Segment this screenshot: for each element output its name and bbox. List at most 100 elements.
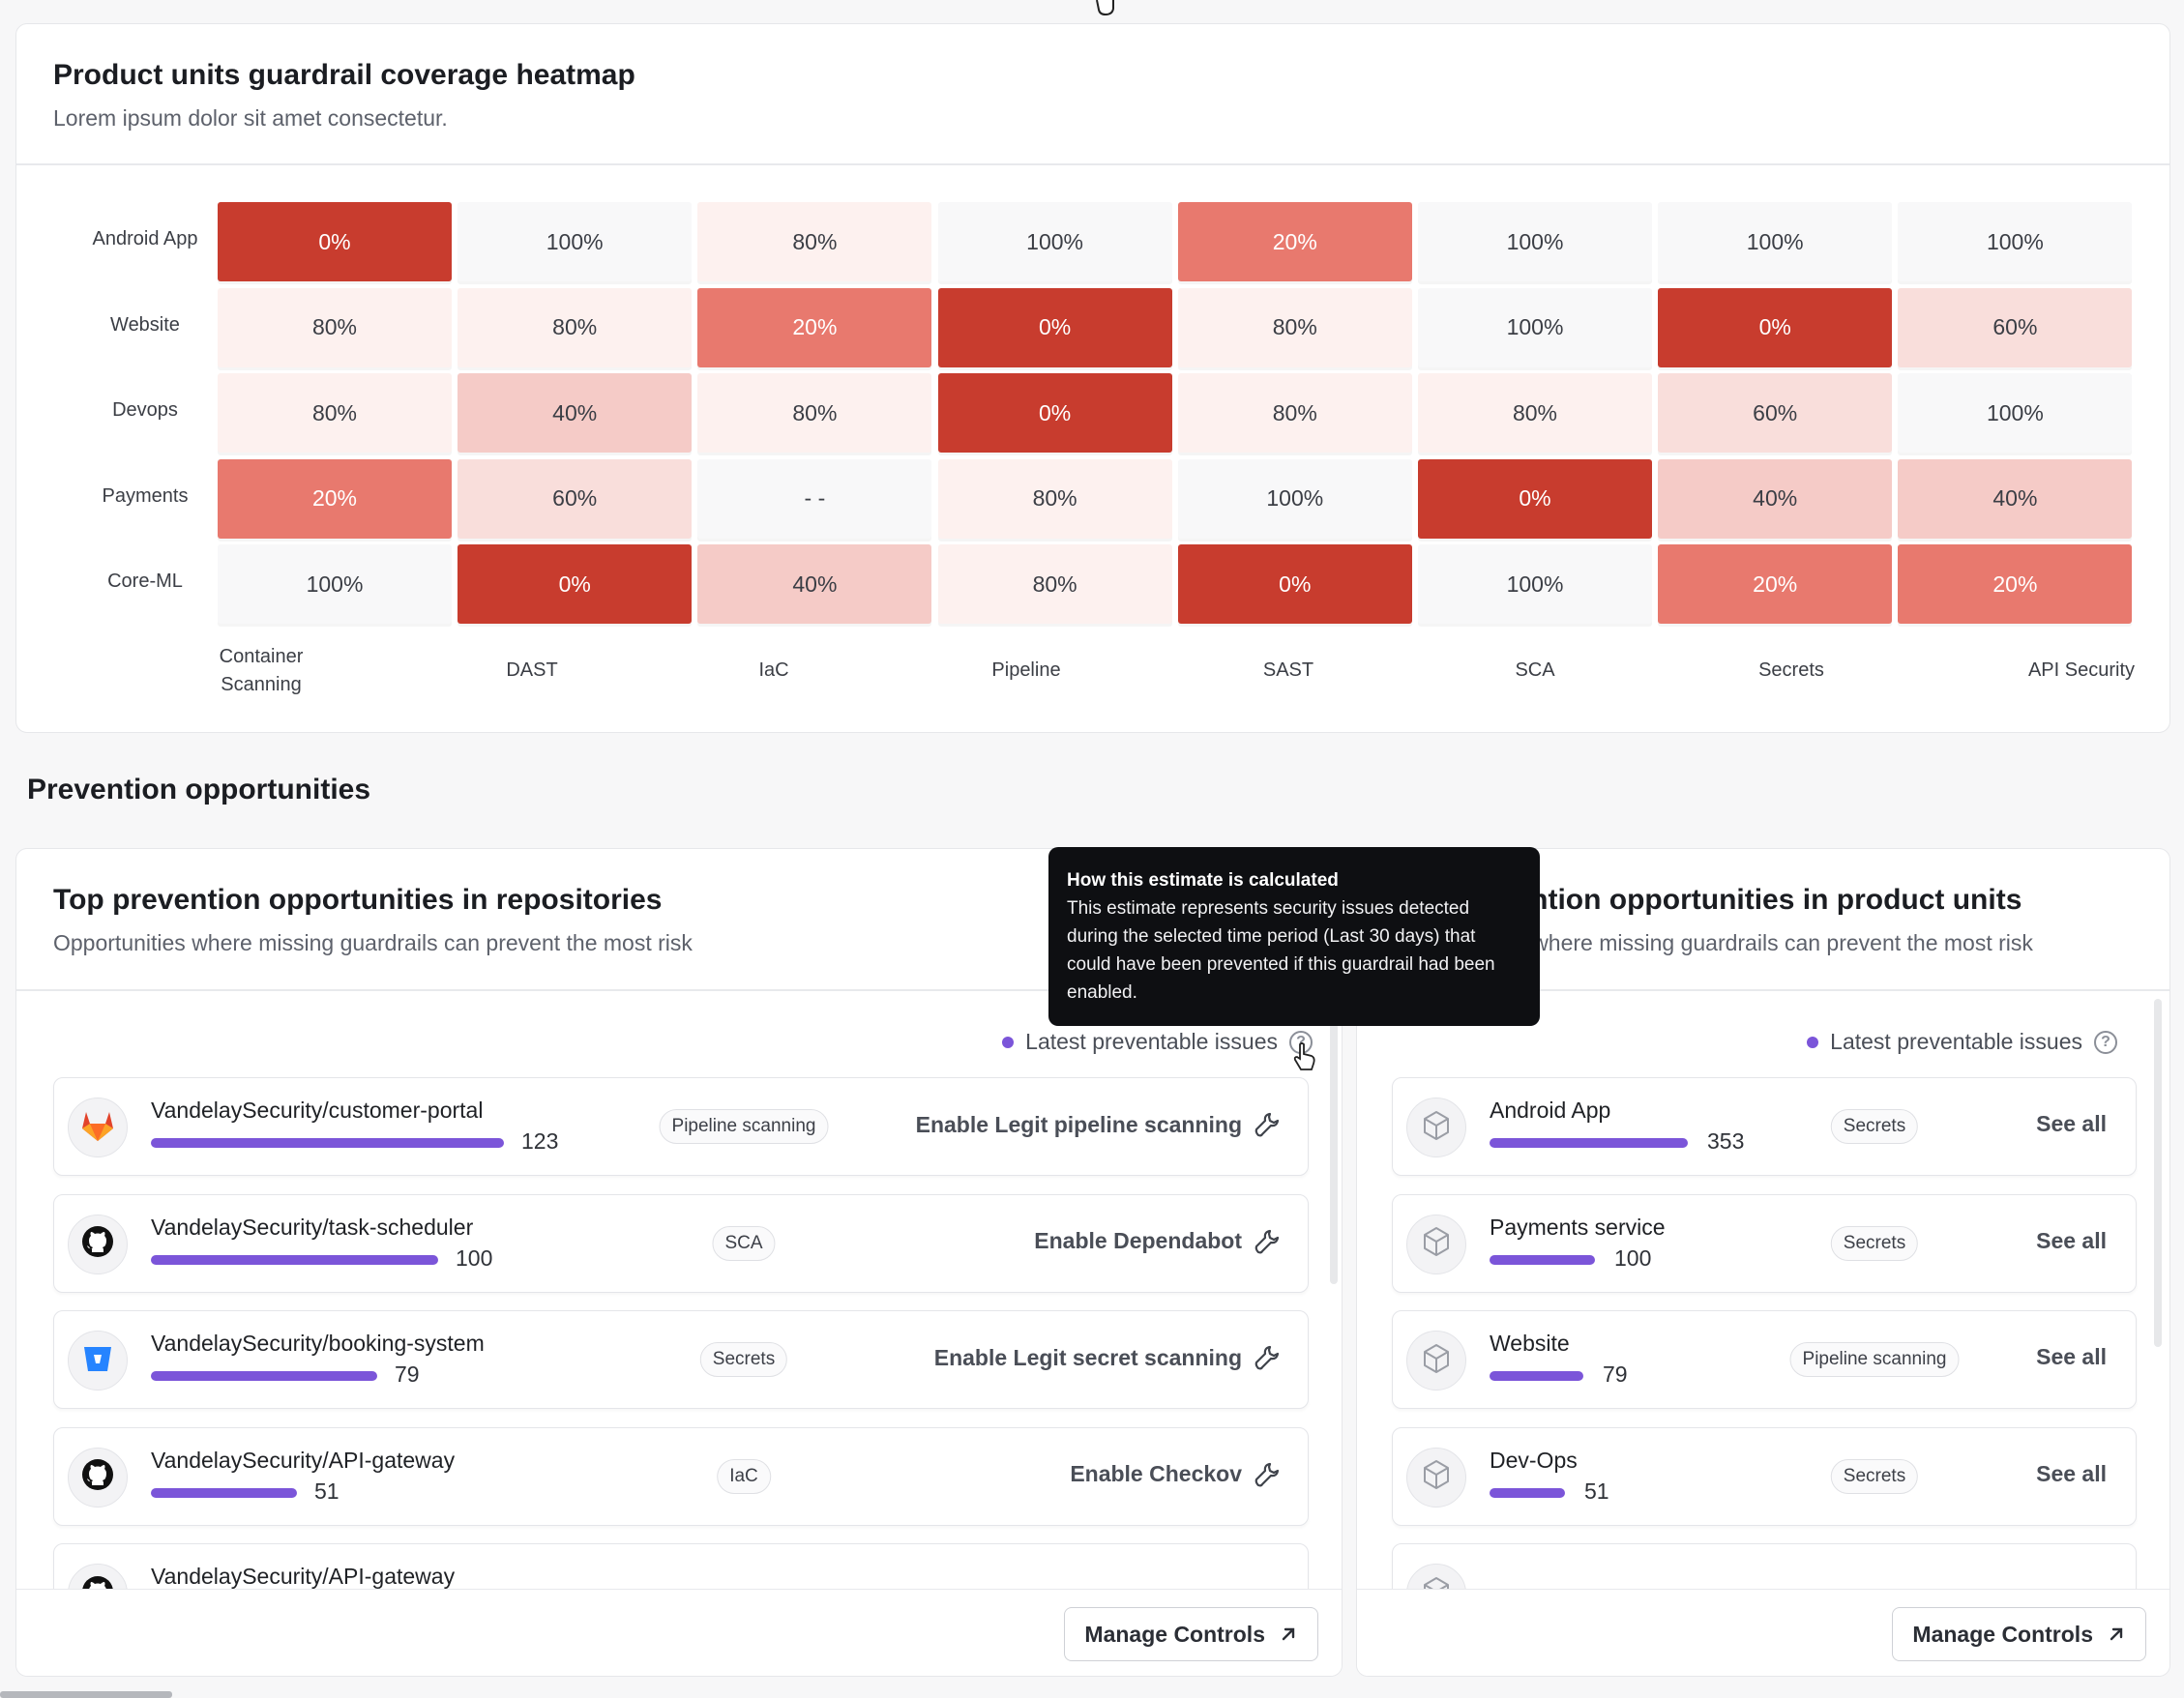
enable-guardrail-button[interactable]: Enable Legit pipeline scanning: [916, 1111, 1281, 1138]
heatmap-cell[interactable]: 20%: [1177, 202, 1412, 281]
see-all-link[interactable]: See all: [2036, 1344, 2107, 1369]
unit-list-item[interactable]: Dev-Ops 51 Secrets See all: [1392, 1426, 2137, 1526]
issues-count: 51: [1584, 1478, 1609, 1504]
heatmap-cell[interactable]: 0%: [1658, 287, 1893, 367]
heatmap-title: Product units guardrail coverage heatmap: [53, 59, 635, 91]
heatmap-cell[interactable]: 20%: [218, 458, 452, 539]
heatmap-cell[interactable]: 40%: [457, 373, 693, 454]
repo-list-item[interactable]: VandelaySecurity/customer-portal 123 Pipel…: [53, 1077, 1309, 1176]
enable-guardrail-button[interactable]: Enable Checkov: [1070, 1461, 1281, 1488]
unit-name[interactable]: Android App: [1490, 1098, 1611, 1123]
issues-count: 100: [1614, 1244, 1652, 1271]
repo-avatar: [68, 1098, 128, 1157]
unit-name[interactable]: Payments service: [1490, 1214, 1666, 1240]
guardrail-tag: Pipeline scanning: [1789, 1342, 1960, 1377]
heatmap-cell[interactable]: 40%: [1658, 458, 1893, 539]
cube-icon: [1420, 1109, 1453, 1147]
enable-guardrail-button[interactable]: Enable Dependabot: [1034, 1228, 1281, 1255]
unit-name[interactable]: Website: [1490, 1331, 1570, 1356]
heatmap-cell[interactable]: 0%: [1418, 458, 1652, 539]
heatmap-cell[interactable]: 100%: [1418, 544, 1652, 625]
unit-avatar: [1406, 1447, 1466, 1508]
issues-bar: [1490, 1138, 1688, 1148]
action-label: Enable Dependabot: [1034, 1228, 1242, 1253]
external-link-icon: [2110, 1627, 2123, 1641]
tooltip-title: How this estimate is calculated: [1067, 870, 1339, 891]
see-all-link[interactable]: See all: [2036, 1460, 2107, 1486]
wrench-icon: [1254, 1462, 1280, 1486]
heatmap-cell[interactable]: 100%: [457, 202, 693, 281]
heatmap-cell[interactable]: 20%: [1658, 544, 1893, 625]
units-scrollbar[interactable]: [2154, 999, 2162, 1347]
manage-controls-button[interactable]: Manage Controls: [1064, 1607, 1318, 1661]
heatmap-cell[interactable]: 40%: [697, 544, 932, 625]
repos-subtitle: Opportunities where missing guardrails c…: [53, 930, 693, 955]
heatmap-card: Product units guardrail coverage heatmap…: [15, 23, 2170, 733]
manage-controls-label: Manage Controls: [1084, 1621, 1265, 1647]
heatmap-cell[interactable]: 100%: [1658, 202, 1893, 281]
heatmap-cell[interactable]: 100%: [1898, 373, 2133, 454]
issues-bar: [1490, 1254, 1595, 1265]
repo-name[interactable]: VandelaySecurity/booking-system: [151, 1331, 485, 1356]
heatmap-cell[interactable]: 80%: [937, 544, 1172, 625]
repo-avatar: [68, 1214, 128, 1274]
heatmap-cell[interactable]: 80%: [1418, 373, 1652, 454]
heatmap-cell[interactable]: 0%: [937, 287, 1172, 367]
repo-name[interactable]: VandelaySecurity/API-gateway: [151, 1447, 456, 1473]
heatmap-cell[interactable]: 60%: [457, 458, 693, 539]
heatmap-cell[interactable]: 80%: [218, 373, 452, 454]
heatmap-cell[interactable]: 80%: [937, 458, 1172, 539]
github-icon: [80, 1457, 115, 1497]
heatmap-cell[interactable]: 100%: [1177, 458, 1412, 539]
unit-name[interactable]: Dev-Ops: [1490, 1447, 1578, 1473]
heatmap-row-label: Website: [110, 313, 180, 336]
heatmap-cell[interactable]: 100%: [1418, 287, 1652, 367]
enable-guardrail-button[interactable]: Enable Legit secret scanning: [934, 1344, 1281, 1371]
heatmap-cell[interactable]: 100%: [1418, 202, 1652, 281]
repos-scrollbar[interactable]: [1330, 1023, 1338, 1284]
see-all-link[interactable]: See all: [2036, 1111, 2107, 1136]
unit-avatar: [1406, 1331, 1466, 1391]
heatmap-cell[interactable]: 0%: [1177, 544, 1412, 625]
heatmap-cell[interactable]: - -: [697, 458, 932, 539]
heatmap-cell[interactable]: 0%: [218, 202, 452, 281]
repo-name[interactable]: VandelaySecurity/customer-portal: [151, 1098, 484, 1123]
heatmap-cell[interactable]: 80%: [697, 202, 932, 281]
repo-name[interactable]: VandelaySecurity/task-scheduler: [151, 1214, 474, 1240]
heatmap-cell[interactable]: 80%: [457, 287, 693, 367]
unit-list-item[interactable]: Android App 353 Secrets See all: [1392, 1077, 2137, 1176]
heatmap-cell[interactable]: 0%: [457, 544, 693, 625]
unit-avatar: [1406, 1214, 1466, 1274]
heatmap-cell[interactable]: 0%: [937, 373, 1172, 454]
help-icon[interactable]: ?: [2094, 1030, 2117, 1054]
heatmap-cell[interactable]: 20%: [1898, 544, 2133, 625]
heatmap-cell[interactable]: 100%: [1898, 202, 2133, 281]
heatmap-cell[interactable]: 80%: [697, 373, 932, 454]
heatmap-cell[interactable]: 60%: [1898, 287, 2133, 367]
unit-list-item[interactable]: Payments service 100 Secrets See all: [1392, 1193, 2137, 1293]
guardrail-tag: Secrets: [1830, 1109, 1919, 1144]
heatmap-cell[interactable]: 80%: [1177, 373, 1412, 454]
heatmap-cell[interactable]: 60%: [1658, 373, 1893, 454]
page-scrollbar[interactable]: [0, 1691, 172, 1698]
heatmap-cell[interactable]: 100%: [218, 544, 452, 625]
repo-list-item[interactable]: VandelaySecurity/booking-system 79 Secrets…: [53, 1310, 1309, 1409]
cube-icon: [1420, 1225, 1453, 1263]
issues-count: 79: [1603, 1361, 1628, 1387]
external-link-icon: [1282, 1627, 1295, 1641]
heatmap-cell[interactable]: 80%: [1177, 287, 1412, 367]
see-all-link[interactable]: See all: [2036, 1227, 2107, 1253]
heatmap-cell[interactable]: 80%: [218, 287, 452, 367]
heatmap-cell[interactable]: 20%: [697, 287, 932, 367]
heatmap-cell[interactable]: 40%: [1898, 458, 2133, 539]
heatmap-subtitle: Lorem ipsum dolor sit amet consectetur.: [53, 105, 448, 131]
issues-count: 100: [456, 1244, 493, 1271]
heatmap-cell[interactable]: 100%: [937, 202, 1172, 281]
manage-controls-button[interactable]: Manage Controls: [1892, 1607, 2146, 1661]
repo-list-item[interactable]: VandelaySecurity/API-gateway 51 IaC Enable …: [53, 1426, 1309, 1526]
unit-list-item[interactable]: Website 79 Pipeline scanning See all: [1392, 1310, 2137, 1409]
repo-list-item[interactable]: VandelaySecurity/task-scheduler 100 SCA Ena…: [53, 1193, 1309, 1293]
hand-cursor-icon: [1293, 1042, 1315, 1070]
repo-name[interactable]: VandelaySecurity/API-gateway: [151, 1564, 456, 1589]
guardrail-tag: Secrets: [699, 1342, 788, 1377]
